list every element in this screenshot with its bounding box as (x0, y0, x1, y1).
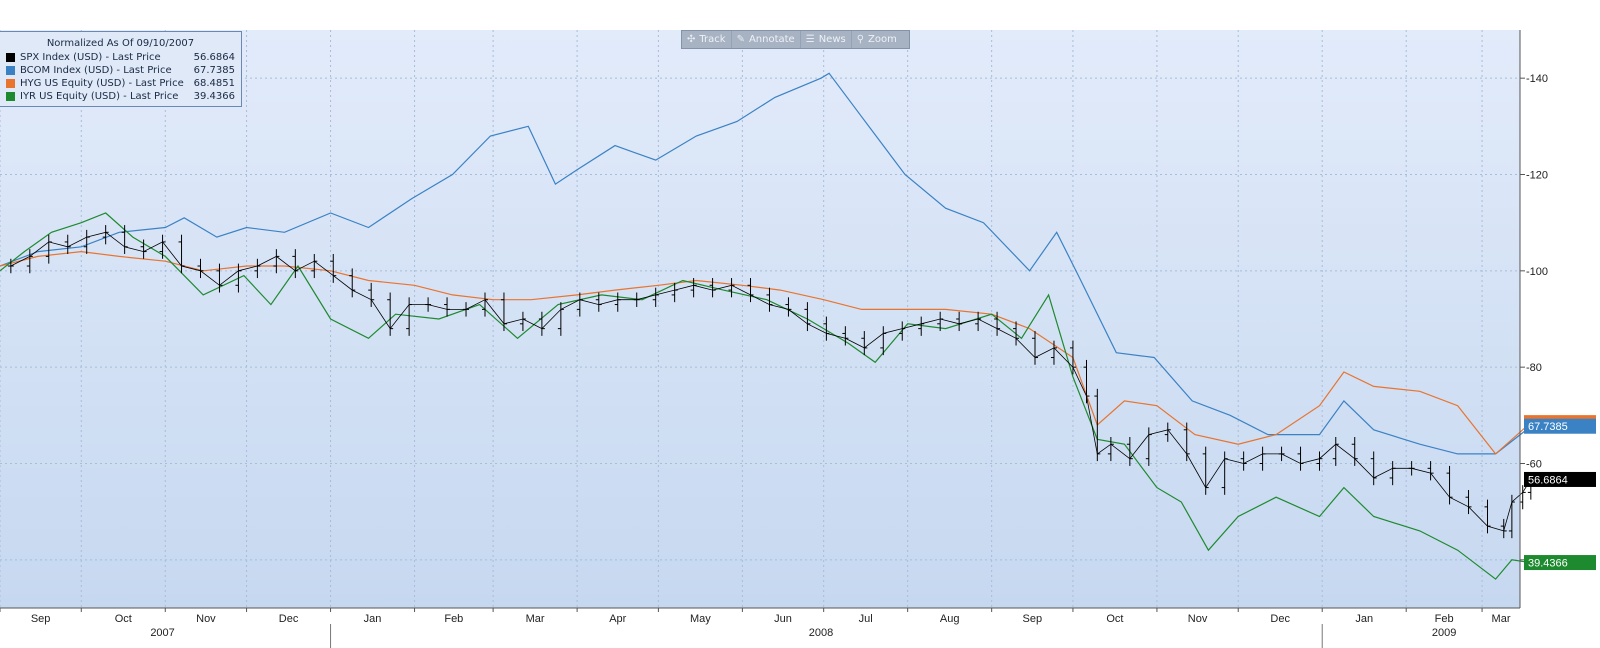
news-icon: ☰ (805, 34, 815, 45)
x-tick-label: Apr (609, 613, 626, 625)
x-tick-label: Sep (1023, 613, 1043, 625)
track-label: Track (699, 34, 726, 45)
y-tick-label: -120 (1526, 170, 1548, 182)
legend-entry-hyg[interactable]: HYG US Equity (USD) - Last Price 68.4851 (0, 77, 241, 90)
news-button[interactable]: ☰ News (801, 31, 852, 48)
x-tick-label: Mar (526, 613, 545, 625)
badge-background (1524, 555, 1596, 571)
x-tick-label: Aug (940, 613, 960, 625)
legend-swatch-bcom (6, 66, 15, 75)
badge-value: 56.6864 (1528, 474, 1568, 486)
magnifier-icon: ⚲ (856, 34, 865, 45)
year-label: 2007 (150, 627, 174, 639)
legend-label-spx: SPX Index (USD) - Last Price (20, 52, 161, 63)
x-tick-label: Jan (1355, 613, 1373, 625)
x-tick-label: Feb (1435, 613, 1454, 625)
badge-value: 67.7385 (1528, 421, 1568, 433)
last-value-badge-0: 56.6864 (1524, 471, 1596, 487)
legend-value-hyg: 68.4851 (193, 78, 235, 89)
zoom-label: Zoom (868, 34, 897, 45)
legend-swatch-spx (6, 53, 15, 62)
legend-entry-spx[interactable]: SPX Index (USD) - Last Price 56.6864 (0, 51, 241, 64)
x-tick-label: Jan (364, 613, 382, 625)
badge-background (1524, 418, 1596, 434)
x-tick-label: Nov (1188, 613, 1208, 625)
zoom-button[interactable]: ⚲ Zoom (852, 31, 902, 48)
legend-label-bcom: BCOM Index (USD) - Last Price (20, 65, 172, 76)
x-tick-label: Oct (1106, 613, 1123, 625)
axis-background (1520, 30, 1600, 608)
x-tick-label: Oct (115, 613, 132, 625)
x-tick-label: Feb (444, 613, 463, 625)
series-line-0 (10, 231, 1532, 532)
legend-value-spx: 56.6864 (193, 52, 235, 63)
series-line-1 (0, 72, 1532, 455)
annotate-button[interactable]: ✎ Annotate (732, 31, 801, 48)
series-ohlc-0 (7, 225, 1534, 539)
chart-toolbar: ✣ Track ✎ Annotate ☰ News ⚲ Zoom (681, 30, 910, 49)
last-value-badge-3: 39.4366 (1524, 555, 1596, 571)
pencil-icon: ✎ (736, 34, 745, 45)
y-tick-label: -100 (1526, 266, 1548, 278)
x-tick-label: Jul (859, 613, 873, 625)
x-tick-label: Sep (31, 613, 51, 625)
badge-value: 39.4366 (1528, 558, 1568, 570)
year-label: 2008 (809, 627, 833, 639)
legend-entry-iyr[interactable]: IYR US Equity (USD) - Last Price 39.4366 (0, 90, 241, 103)
y-tick-label: -80 (1526, 362, 1542, 374)
x-tick-label: Dec (279, 613, 299, 625)
legend-swatch-hyg (6, 79, 15, 88)
y-tick-label: -140 (1526, 73, 1548, 85)
annotate-label: Annotate (748, 34, 795, 45)
year-label: 2009 (1432, 627, 1456, 639)
legend-value-iyr: 39.4366 (193, 91, 235, 102)
legend-swatch-iyr (6, 92, 15, 101)
x-tick-label: May (690, 613, 711, 625)
plot-background (0, 30, 1520, 608)
x-tick-label: Dec (1270, 613, 1290, 625)
last-value-badge-1: 67.7385 (1524, 418, 1596, 434)
y-tick-label: -60 (1526, 459, 1542, 471)
chart-legend: Normalized As Of 09/10/2007 SPX Index (U… (0, 31, 242, 107)
x-tick-label: Jun (774, 613, 792, 625)
crosshair-icon: ✣ (687, 34, 696, 45)
x-tick-label: Nov (196, 613, 216, 625)
legend-label-hyg: HYG US Equity (USD) - Last Price (20, 78, 184, 89)
legend-title: Normalized As Of 09/10/2007 (46, 38, 195, 49)
track-button[interactable]: ✣ Track (682, 31, 732, 48)
series-line-2 (0, 250, 1532, 455)
legend-label-iyr: IYR US Equity (USD) - Last Price (20, 91, 179, 102)
x-tick-label: Mar (1492, 613, 1511, 625)
legend-entry-bcom[interactable]: BCOM Index (USD) - Last Price 67.7385 (0, 64, 241, 77)
news-label: News (818, 34, 846, 45)
legend-value-bcom: 67.7385 (193, 65, 235, 76)
badge-background (1524, 471, 1596, 487)
